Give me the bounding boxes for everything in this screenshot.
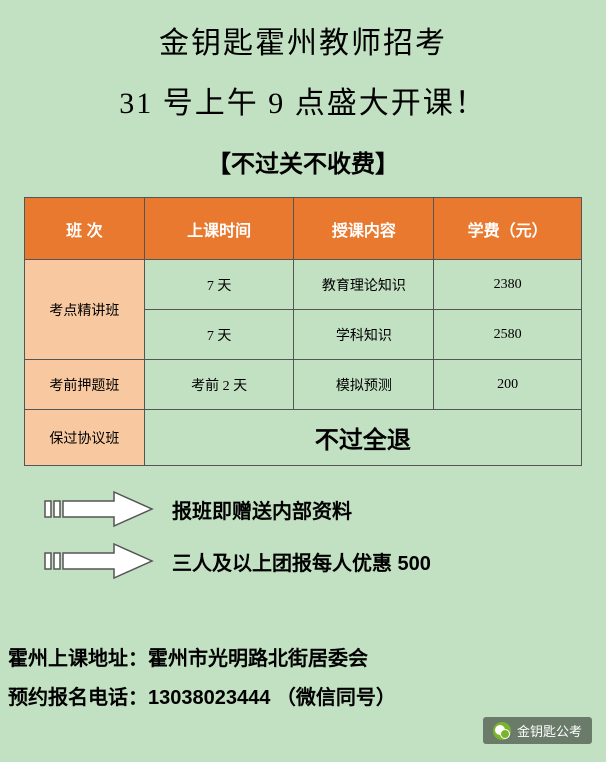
cell-fee: 2380 [434,260,582,310]
arrow-icon [44,542,154,580]
bullet-row: 报班即赠送内部资料 [44,490,606,528]
phone-line: 预约报名电话：13038023444 （微信同号） [8,681,396,710]
subtitle: 【不过关不收费】 [0,122,606,179]
cell-full-refund: 不过全退 [144,410,581,466]
cell-content: 模拟预测 [294,360,434,410]
main-title-line2: 31 号上午 9 点盛大开课！ [0,62,606,122]
row-label-yati: 考前押题班 [25,360,145,410]
address-line: 霍州上课地址：霍州市光明路北街居委会 [8,642,396,671]
table-row: 考前押题班 考前 2 天 模拟预测 200 [25,360,582,410]
col-header-class: 班 次 [25,198,145,260]
cell-time: 7 天 [144,310,294,360]
col-header-content: 授课内容 [294,198,434,260]
bullet-text: 三人及以上团报每人优惠 500 [172,547,431,576]
cell-time: 考前 2 天 [144,360,294,410]
phone-label: 预约报名电话： [8,687,148,709]
table-header-row: 班 次 上课时间 授课内容 学费（元） [25,198,582,260]
address-value: 霍州市光明路北街居委会 [148,648,368,670]
footer: 霍州上课地址：霍州市光明路北街居委会 预约报名电话：13038023444 （微… [8,642,396,720]
row-label-baoguo: 保过协议班 [25,410,145,466]
bullet-row: 三人及以上团报每人优惠 500 [44,542,606,580]
address-label: 霍州上课地址： [8,648,148,670]
col-header-time: 上课时间 [144,198,294,260]
main-title-line1: 金钥匙霍州教师招考 [0,0,606,62]
phone-value: 13038023444 （微信同号） [148,687,396,709]
cell-fee: 200 [434,360,582,410]
bullet-text: 报班即赠送内部资料 [172,495,352,524]
cell-time: 7 天 [144,260,294,310]
cell-content: 教育理论知识 [294,260,434,310]
bullets-section: 报班即赠送内部资料 三人及以上团报每人优惠 500 [0,490,606,580]
wechat-badge: 金钥匙公考 [483,717,592,744]
row-label-jingjiang: 考点精讲班 [25,260,145,360]
wechat-icon [493,722,511,740]
wechat-account-name: 金钥匙公考 [517,721,582,740]
cell-content: 学科知识 [294,310,434,360]
cell-fee: 2580 [434,310,582,360]
col-header-fee: 学费（元） [434,198,582,260]
course-table: 班 次 上课时间 授课内容 学费（元） 考点精讲班 7 天 教育理论知识 238… [24,197,582,466]
table-row: 保过协议班 不过全退 [25,410,582,466]
arrow-icon [44,490,154,528]
table-row: 考点精讲班 7 天 教育理论知识 2380 [25,260,582,310]
